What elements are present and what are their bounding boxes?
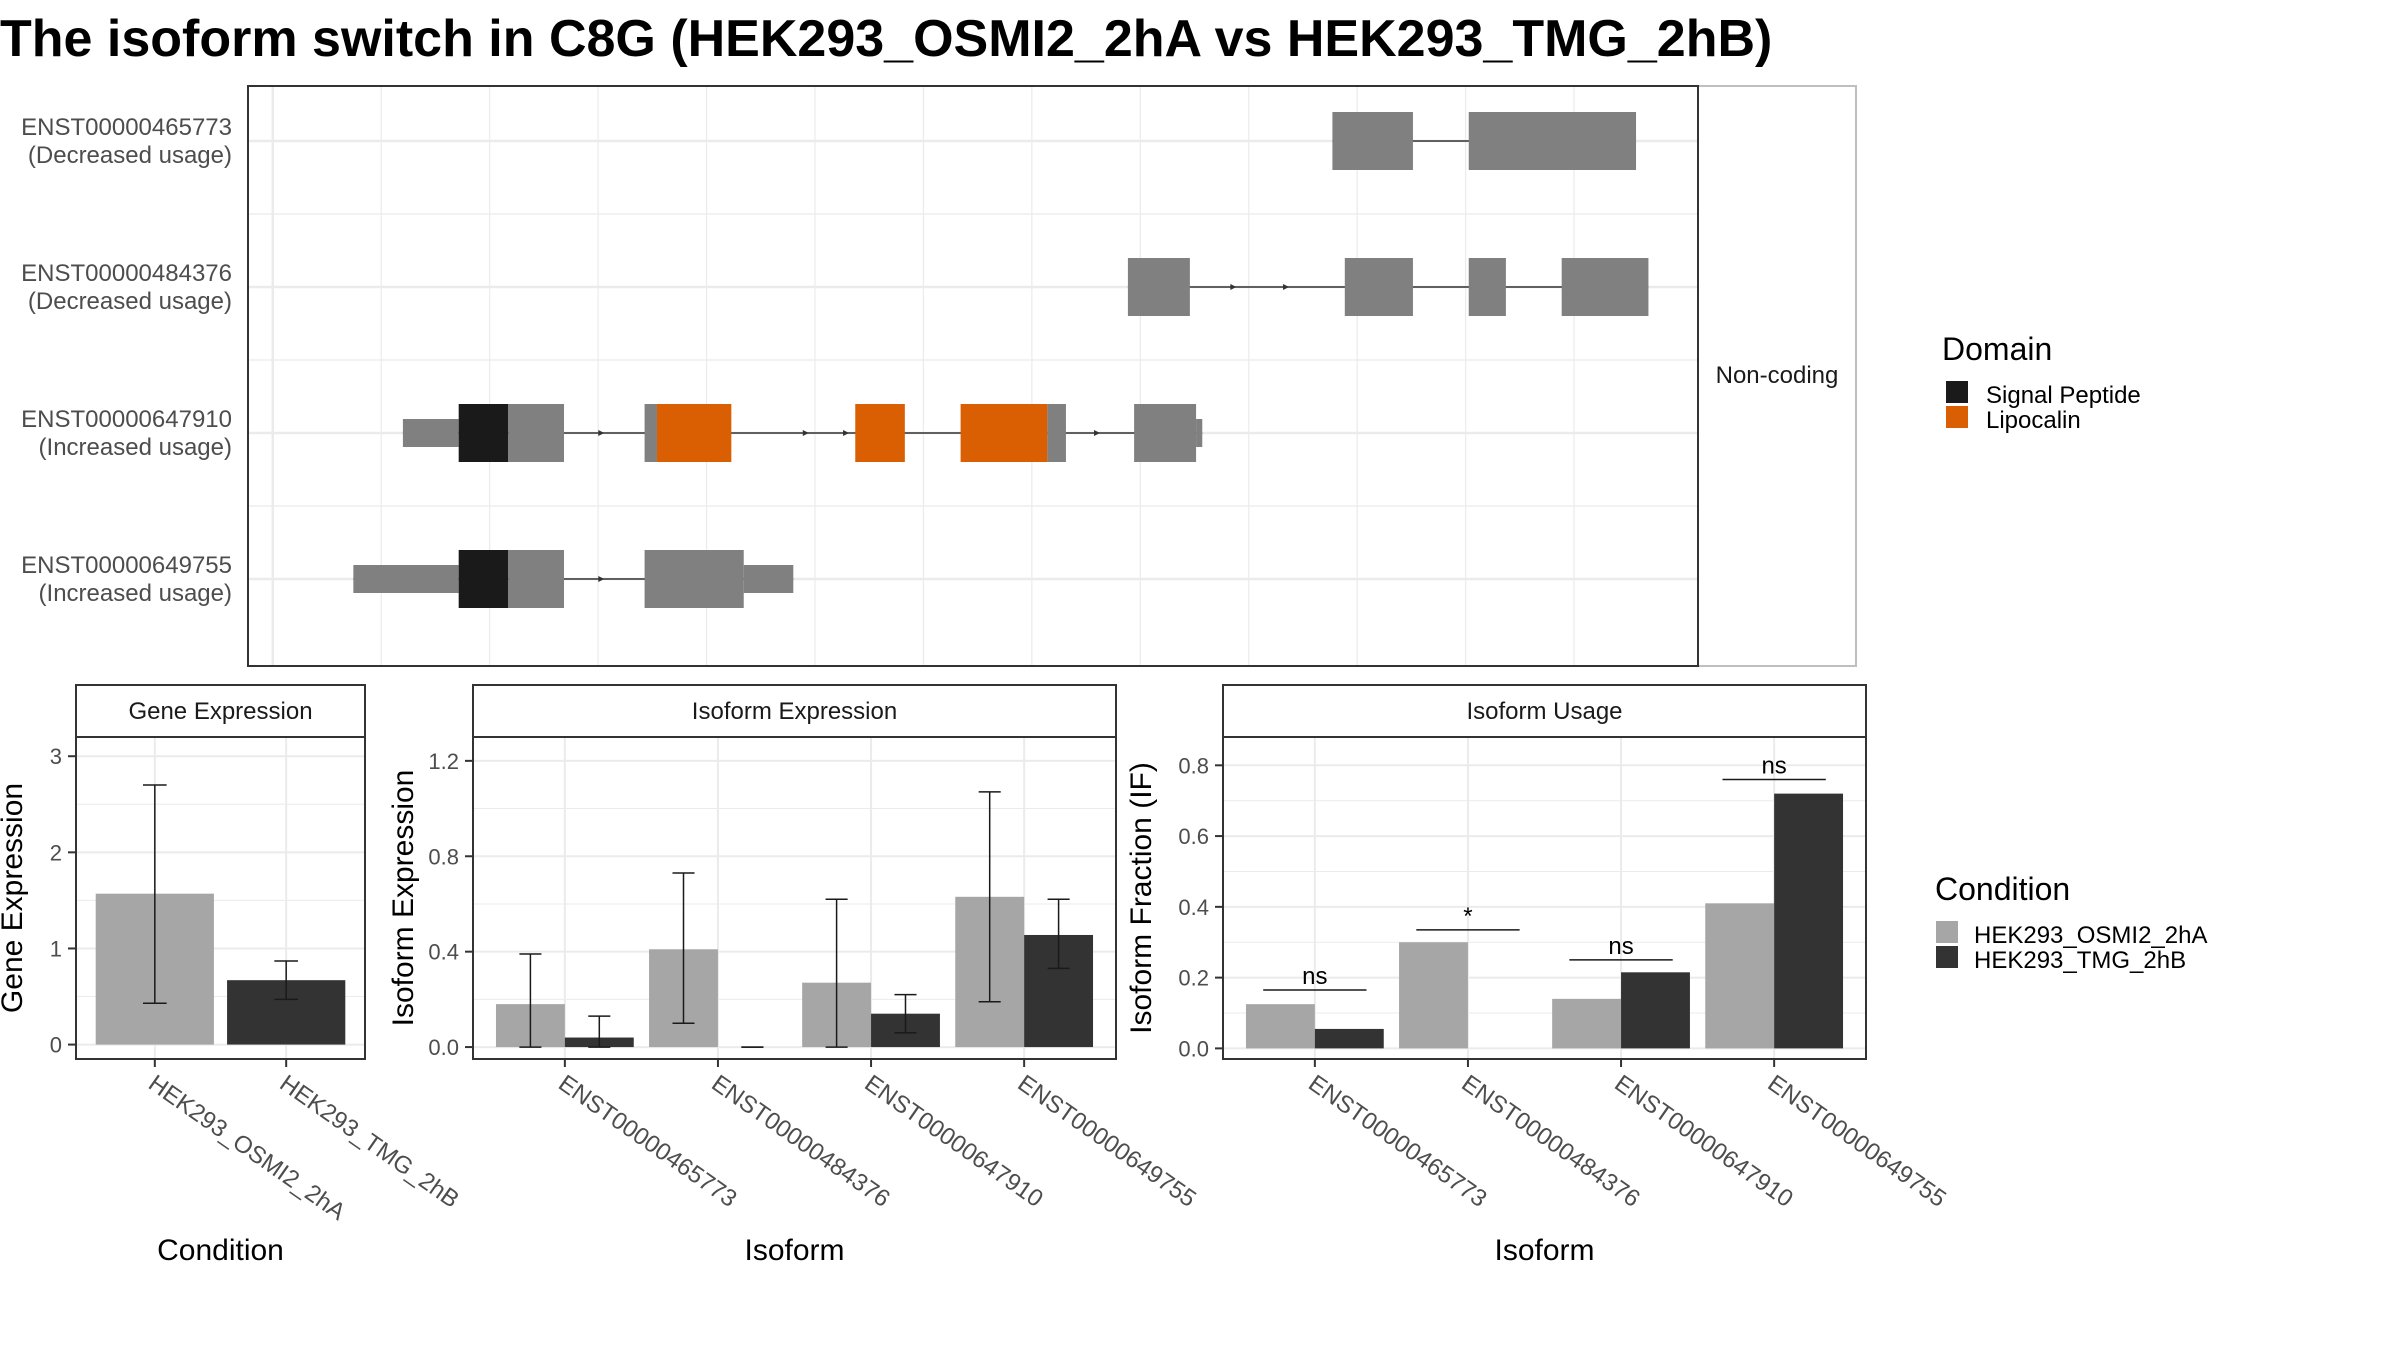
domain-signal-peptide [458,550,509,608]
exon-block [743,565,794,593]
y-tick-label: 3 [50,744,62,769]
facet-label: Non-coding [1716,362,1839,389]
panel-strip [75,684,366,738]
y-tick-label: 0.6 [1178,824,1209,849]
intron-direction-arrow [843,430,850,436]
panel-border [472,736,1117,1060]
y-tick-label: 0.4 [1178,895,1209,920]
bar [1245,1004,1315,1049]
y-axis-title: Isoform Expression [387,770,420,1027]
isoform-row-id: ENST00000465773 [21,114,232,141]
y-axis-title: Isoform Fraction (IF) [1125,762,1158,1034]
intron-direction-arrow [598,430,605,436]
y-tick-label: 0.2 [1178,966,1209,991]
panel-strip [1222,684,1867,738]
exon-block [1332,112,1413,170]
significance-label: ns [1302,963,1327,990]
exon-block [1344,258,1413,316]
significance-label: ns [1608,933,1633,960]
exon-block [1561,258,1649,316]
bar [1399,942,1468,1049]
panel-border [1222,736,1867,1060]
isoform-expression-panel: Isoform Expression0.00.40.81.2ENST000004… [387,684,1201,1267]
intron-direction-arrow [1230,284,1237,290]
exon-block [508,404,565,462]
exon-block [1127,258,1190,316]
y-tick-label: 1.2 [428,749,459,774]
exon-block [1047,404,1066,462]
condition-legend-title: Condition [1935,871,2070,907]
exon-block [1468,112,1637,170]
y-tick-label: 0.8 [428,844,459,869]
isoform-row-id: ENST00000647910 [21,406,232,433]
y-tick-label: 1 [50,936,62,961]
panel-strip-title: Isoform Usage [1466,698,1622,725]
exon-block [402,419,459,447]
intron-direction-arrow [598,576,605,582]
y-tick-label: 0.8 [1178,753,1209,778]
exon-block [353,565,459,593]
y-axis-title: Gene Expression [0,783,29,1013]
y-tick-label: 0.0 [1178,1036,1209,1061]
isoform-row-usage: (Decreased usage) [28,288,232,315]
x-axis-title: Condition [157,1234,284,1267]
y-tick-label: 2 [50,840,62,865]
y-tick-label: 0 [50,1033,62,1058]
x-axis-title: Isoform [744,1234,844,1267]
domain-legend-label: Lipocalin [1986,407,2081,434]
exon-block [1196,419,1203,447]
domain-legend-swatch [1946,381,1968,403]
bar [1621,972,1690,1049]
domain-signal-peptide [458,404,509,462]
panel-strip-title: Gene Expression [128,698,312,725]
condition-legend-label: HEK293_OSMI2_2hA [1974,922,2207,949]
bar [1314,1028,1384,1049]
significance-label: * [1463,903,1472,930]
exon-block [508,550,565,608]
isoform-row-usage: (Increased usage) [39,434,232,461]
domain-lipocalin [656,404,732,462]
condition-legend-swatch [1936,921,1958,943]
bar [1552,998,1622,1049]
structure-panel-border [247,85,1699,667]
exon-block [1134,404,1197,462]
isoform-row-id: ENST00000484376 [21,260,232,287]
y-tick-label: 0.0 [428,1035,459,1060]
y-tick-label: 0.4 [428,940,459,965]
facet-strip [1697,85,1857,667]
bar [1774,793,1844,1049]
panel-strip-title: Isoform Expression [692,698,897,725]
isoform-row-usage: (Increased usage) [39,580,232,607]
exon-block [1468,258,1506,316]
bar [1705,903,1775,1049]
condition-legend-swatch [1936,946,1958,968]
domain-legend-label: Signal Peptide [1986,382,2141,409]
isoform-row-id: ENST00000649755 [21,552,232,579]
panel-strip [472,684,1117,738]
significance-label: ns [1761,752,1786,779]
figure-title: The isoform switch in C8G (HEK293_OSMI2_… [0,10,1772,68]
exon-block [644,404,657,462]
domain-lipocalin [960,404,1048,462]
isoform-usage-panel: Isoform Usage0.00.20.40.60.8ns*nsnsENST0… [1125,684,1951,1267]
condition-legend-label: HEK293_TMG_2hB [1974,947,2186,974]
intron-direction-arrow [1283,284,1290,290]
intron-direction-arrow [802,430,809,436]
domain-lipocalin [855,404,905,462]
intron-direction-arrow [1094,430,1101,436]
isoform-row-usage: (Decreased usage) [28,142,232,169]
domain-legend-title: Domain [1942,331,2052,367]
exon-block [644,550,744,608]
panel-border [75,736,366,1060]
domain-legend-swatch [1946,406,1968,428]
x-axis-title: Isoform [1494,1234,1594,1267]
